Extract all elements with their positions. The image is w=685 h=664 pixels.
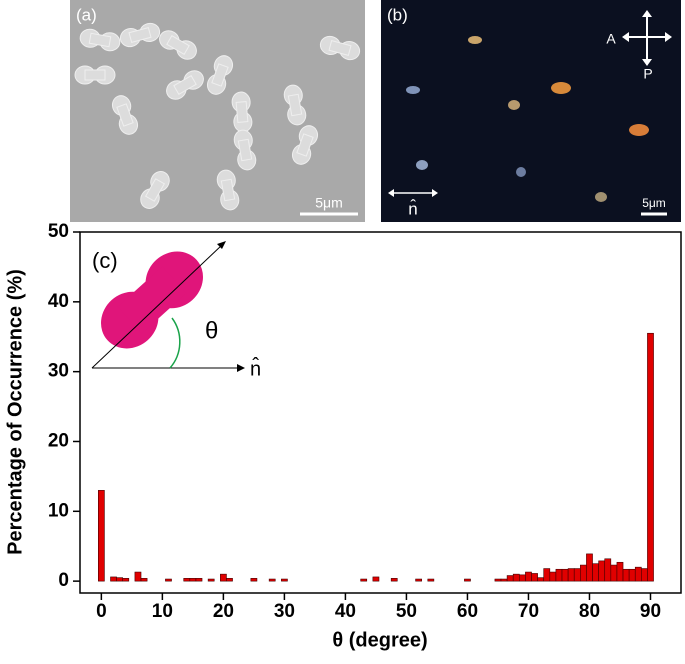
angle-label: θ <box>205 317 218 344</box>
panel-label: (b) <box>387 5 408 24</box>
particles <box>74 22 361 211</box>
x-tick-label: 90 <box>640 601 661 622</box>
arrow-heads <box>388 189 438 197</box>
arrow-head <box>237 364 245 372</box>
bar <box>98 490 105 582</box>
bar <box>220 573 227 582</box>
bar <box>567 568 575 582</box>
analyzer-label: A <box>606 31 616 47</box>
x-tick-label: 60 <box>457 601 478 622</box>
particle <box>101 251 203 349</box>
x-tick-label: 50 <box>396 601 417 622</box>
panel-b: (b) A P n̂ 5μm <box>381 0 681 222</box>
bar <box>519 574 526 582</box>
bar <box>543 568 551 582</box>
x-tick-label: 40 <box>335 601 356 622</box>
plot-frame <box>79 231 682 594</box>
bar <box>555 568 563 582</box>
bar <box>390 578 398 582</box>
y-tick-label: 40 <box>48 291 69 312</box>
y-tick-label: 20 <box>48 430 69 451</box>
bar <box>140 578 148 582</box>
bar <box>512 573 520 582</box>
bar <box>134 571 142 582</box>
bar <box>195 578 203 582</box>
x-tick-label: 70 <box>518 601 539 622</box>
x-axis-label: θ (degree) <box>332 629 427 651</box>
bar <box>610 564 618 582</box>
bar <box>281 578 288 582</box>
y-tick-label: 30 <box>48 361 69 382</box>
bar <box>634 566 642 582</box>
bar <box>165 578 172 582</box>
bar <box>372 576 380 582</box>
bar <box>598 560 606 582</box>
bar <box>586 553 593 582</box>
polarizer-label: P <box>643 66 652 82</box>
bar <box>537 577 545 582</box>
bar <box>110 576 117 582</box>
bar <box>226 578 233 582</box>
angle-arc <box>169 317 181 369</box>
director-label: n̂ <box>250 357 261 380</box>
bar <box>494 578 502 582</box>
director-label: n̂ <box>408 199 417 219</box>
bar <box>647 332 654 582</box>
bar <box>580 564 587 582</box>
bar <box>531 573 538 582</box>
bar <box>207 578 215 582</box>
polarizer-cross <box>622 10 672 66</box>
bar <box>573 568 581 582</box>
arrow-head <box>217 241 226 249</box>
x-tick-label: 0 <box>96 601 107 622</box>
bar <box>549 571 557 582</box>
bar <box>641 568 648 582</box>
bar <box>189 578 197 582</box>
panel-label: (c) <box>92 248 118 273</box>
x-tick-label: 10 <box>152 601 173 622</box>
scale-label: 5μm <box>642 196 666 210</box>
bar <box>464 578 471 582</box>
x-tick-label: 80 <box>579 601 600 622</box>
y-axis-label: Percentage of Occurrence (%) <box>4 269 26 555</box>
bar <box>604 558 612 582</box>
bar <box>268 578 276 582</box>
axis-arrow <box>91 244 223 369</box>
bar <box>415 578 422 582</box>
particles <box>406 36 649 202</box>
bar <box>500 578 508 582</box>
bar <box>427 578 435 582</box>
bar <box>360 578 368 582</box>
inset: θ n̂ (c) <box>91 241 261 380</box>
bar <box>183 578 191 582</box>
bar <box>628 568 636 582</box>
y-tick-label: 50 <box>48 221 69 242</box>
bar <box>561 568 569 582</box>
bar <box>525 571 532 582</box>
bar <box>250 578 258 582</box>
x-tick-label: 20 <box>213 601 234 622</box>
y-tick-label: 0 <box>58 570 69 591</box>
polarized-image <box>381 0 681 222</box>
bar <box>116 577 124 582</box>
x-tick-label: 30 <box>274 601 295 622</box>
bar <box>622 568 630 582</box>
y-tick-label: 10 <box>48 500 69 521</box>
bar <box>506 575 514 582</box>
bar <box>592 563 599 582</box>
panel-label: (a) <box>76 5 97 24</box>
bar <box>122 578 130 582</box>
bar <box>616 561 624 582</box>
panel-a: (a) 5μm <box>70 0 365 222</box>
scale-label: 5μm <box>315 195 343 211</box>
